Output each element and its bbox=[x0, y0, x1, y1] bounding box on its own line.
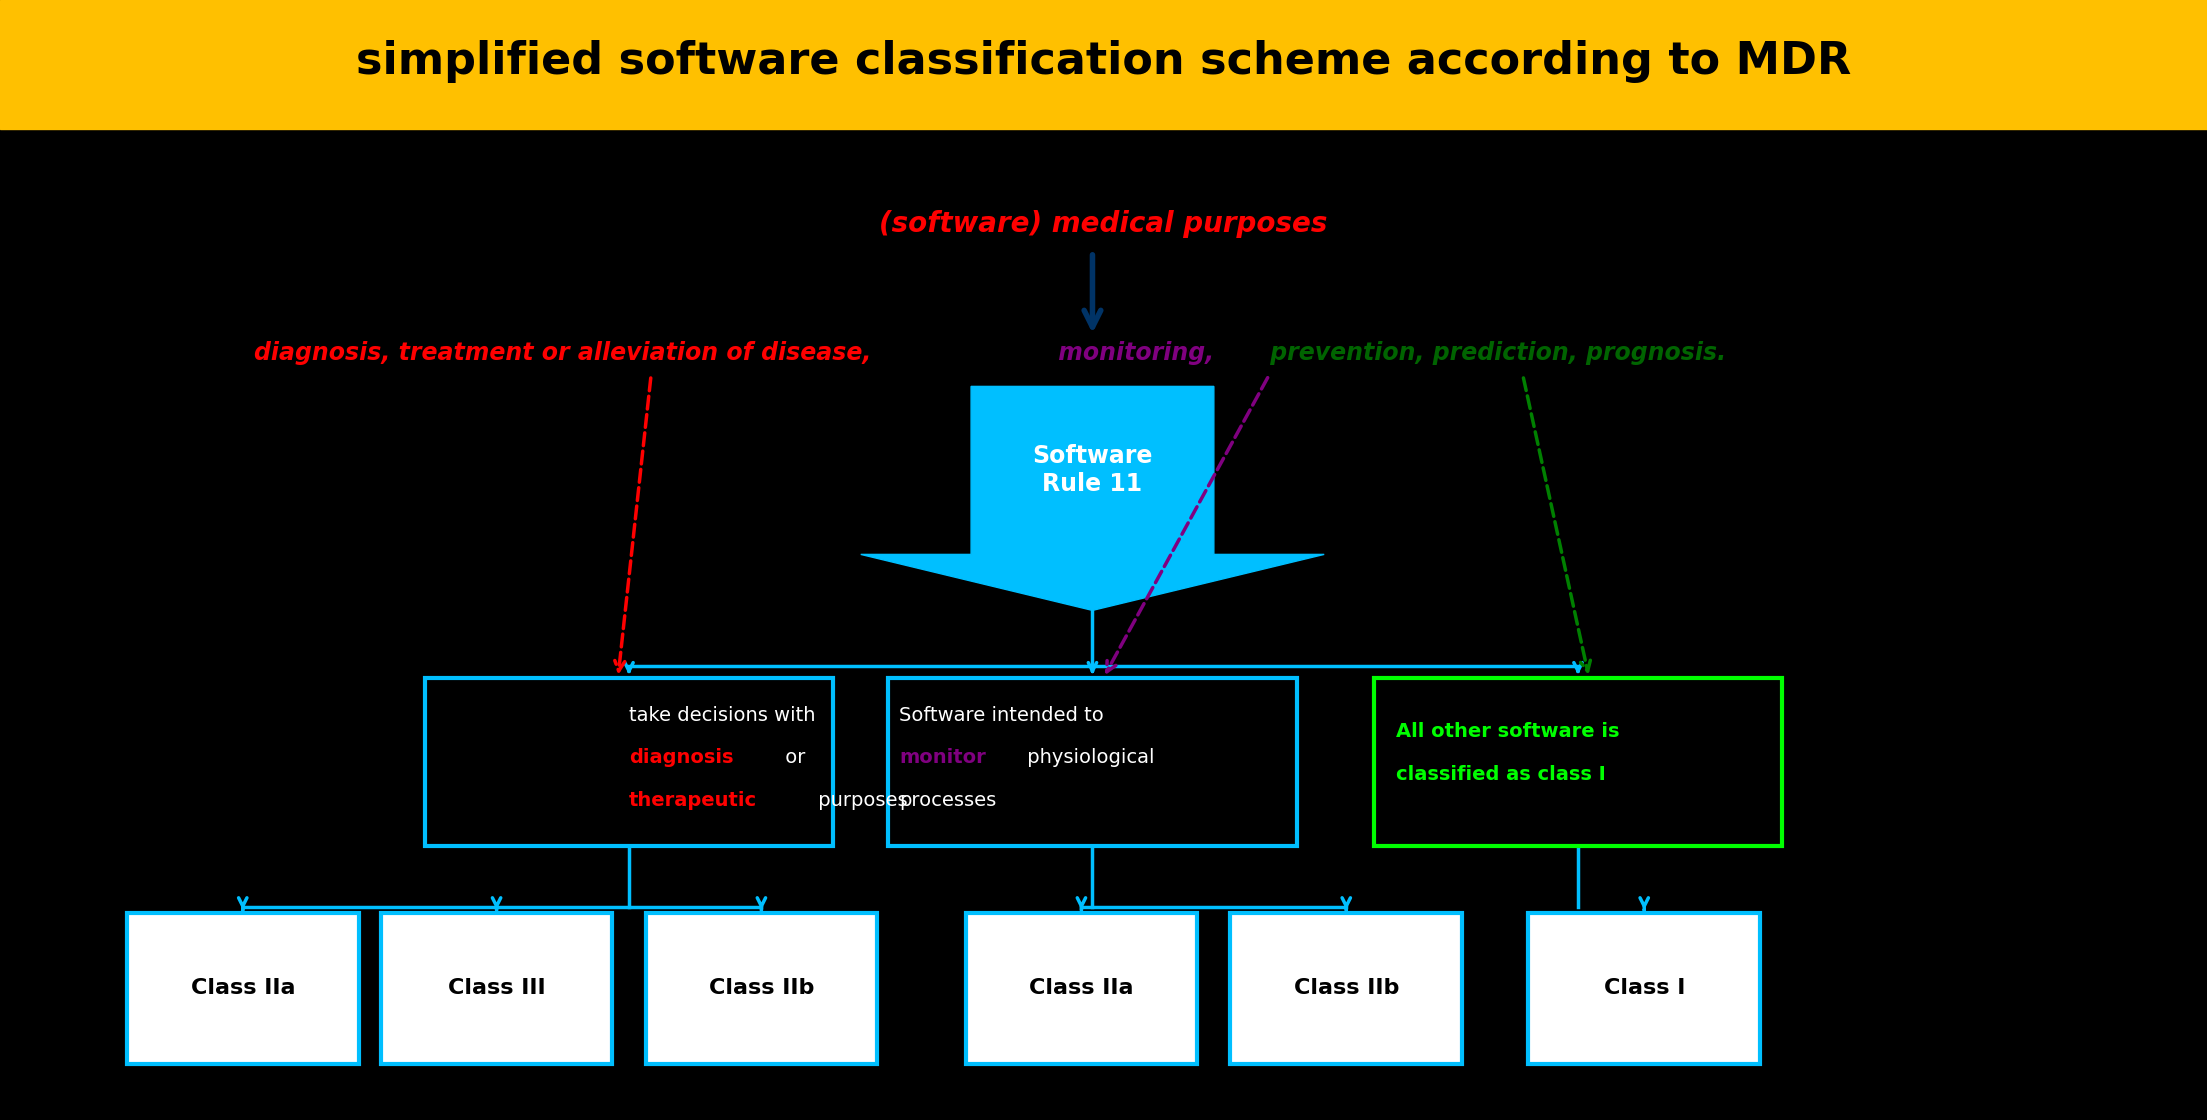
Text: Class III: Class III bbox=[448, 979, 545, 998]
FancyBboxPatch shape bbox=[967, 913, 1196, 1064]
Text: take decisions with: take decisions with bbox=[629, 706, 817, 725]
Text: Class IIa: Class IIa bbox=[1028, 979, 1134, 998]
FancyBboxPatch shape bbox=[128, 913, 358, 1064]
Text: monitor: monitor bbox=[900, 748, 987, 767]
FancyBboxPatch shape bbox=[1373, 678, 1781, 846]
Text: Class IIb: Class IIb bbox=[708, 979, 814, 998]
FancyBboxPatch shape bbox=[424, 678, 834, 846]
Text: processes: processes bbox=[900, 791, 998, 810]
Text: Software
Rule 11: Software Rule 11 bbox=[1033, 445, 1152, 496]
FancyBboxPatch shape bbox=[887, 678, 1296, 846]
Text: Class IIa: Class IIa bbox=[190, 979, 296, 998]
Text: Class IIb: Class IIb bbox=[1293, 979, 1399, 998]
Text: purposes: purposes bbox=[812, 791, 907, 810]
FancyBboxPatch shape bbox=[1529, 913, 1761, 1064]
Text: diagnosis, treatment or alleviation of disease,: diagnosis, treatment or alleviation of d… bbox=[254, 340, 872, 365]
Text: Class I: Class I bbox=[1604, 979, 1684, 998]
FancyBboxPatch shape bbox=[647, 913, 876, 1064]
FancyBboxPatch shape bbox=[382, 913, 614, 1064]
Text: Software intended to: Software intended to bbox=[900, 706, 1104, 725]
Text: therapeutic: therapeutic bbox=[629, 791, 757, 810]
Text: monitoring,: monitoring, bbox=[1051, 340, 1214, 365]
Text: simplified software classification scheme according to MDR: simplified software classification schem… bbox=[355, 40, 1852, 83]
Polygon shape bbox=[861, 386, 1324, 610]
Text: or: or bbox=[779, 748, 806, 767]
Text: (software) medical purposes: (software) medical purposes bbox=[878, 211, 1329, 239]
Text: All other software is: All other software is bbox=[1395, 722, 1620, 741]
FancyBboxPatch shape bbox=[0, 0, 2207, 129]
FancyBboxPatch shape bbox=[1232, 913, 1463, 1064]
Text: physiological: physiological bbox=[1020, 748, 1154, 767]
Text: classified as class I: classified as class I bbox=[1395, 765, 1607, 784]
Text: diagnosis: diagnosis bbox=[629, 748, 733, 767]
Text: prevention, prediction, prognosis.: prevention, prediction, prognosis. bbox=[1262, 340, 1726, 365]
